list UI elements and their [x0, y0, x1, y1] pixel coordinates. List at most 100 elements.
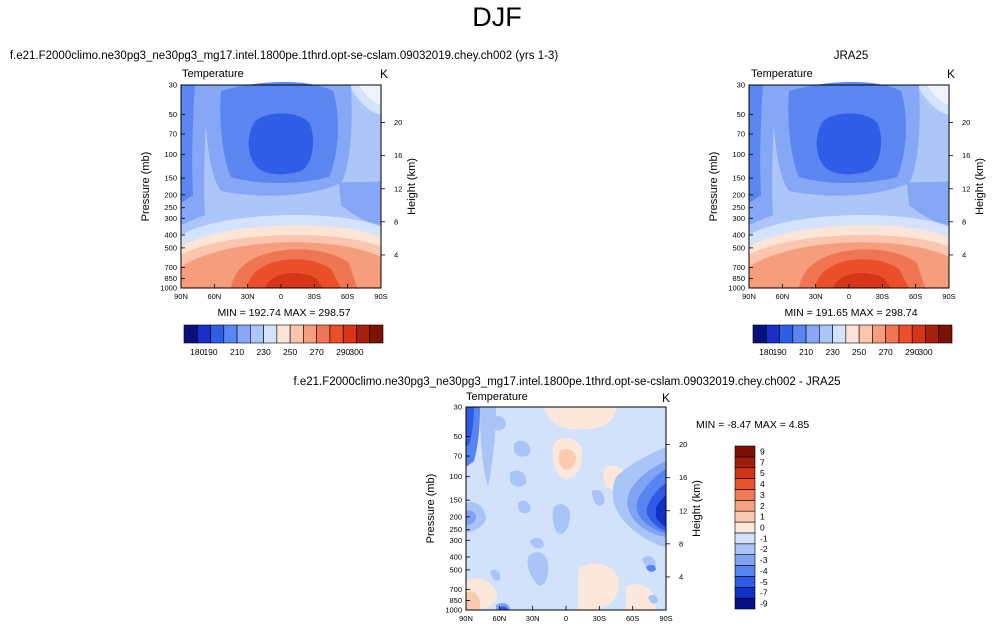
plot-area — [748, 82, 950, 289]
colorbar-swatch — [734, 500, 756, 512]
x-tick-label: 0 — [564, 614, 568, 623]
colorbar-swatch — [885, 324, 900, 344]
panel-units: K — [380, 67, 388, 81]
y-tick-label: 70 — [454, 452, 462, 461]
y-tick-label: 400 — [732, 230, 745, 239]
colorbar-label: 190 — [203, 347, 217, 357]
colorbar-label: 210 — [230, 347, 244, 357]
x-tick-label: 0 — [847, 292, 851, 301]
y-tick-label: 200 — [449, 512, 462, 521]
y-tick-label: 700 — [449, 585, 462, 594]
colorbar-swatch — [925, 324, 940, 344]
y-tick-label: 30 — [169, 81, 177, 90]
y-tick-label: 200 — [164, 190, 177, 199]
x-tick-label: 60S — [909, 292, 922, 301]
colorbar-swatch — [734, 565, 756, 577]
y-right-tick-label: 20 — [679, 440, 687, 449]
y-right-tick-label: 8 — [962, 217, 966, 226]
y-tick-label: 150 — [164, 174, 177, 183]
y-tick-label: 30 — [737, 81, 745, 90]
colorbar-label: 1 — [760, 512, 765, 522]
y-right-tick-label: 16 — [679, 473, 687, 482]
y-tick-label: 400 — [164, 230, 177, 239]
colorbar-swatch — [734, 586, 756, 599]
y-tick-label: 150 — [732, 174, 745, 183]
y-tick-label: 300 — [449, 536, 462, 545]
colorbar-label: 3 — [760, 490, 765, 500]
panel-title: f.e21.F2000climo.ne30pg3_ne30pg3_mg17.in… — [10, 50, 558, 62]
colorbar-label: 290 — [336, 347, 350, 357]
x-tick-label: 30N — [809, 292, 823, 301]
x-tick-label: 90S — [374, 292, 387, 301]
colorbar-swatch — [250, 324, 264, 344]
y-tick-label: 100 — [449, 472, 462, 481]
y-tick-label: 100 — [164, 150, 177, 159]
colorbar-swatch — [734, 510, 756, 523]
y-right-tick-label: 4 — [962, 250, 966, 259]
y-right-tick-label: 12 — [962, 184, 970, 193]
colorbar-label: -3 — [760, 555, 768, 565]
colorbar-swatch — [734, 521, 756, 534]
y-tick-label: 400 — [449, 552, 462, 561]
panel-title: f.e21.F2000climo.ne30pg3_ne30pg3_mg17.in… — [293, 376, 840, 388]
colorbar-swatch — [223, 324, 238, 344]
colorbar-label: -2 — [760, 544, 768, 554]
colorbar-swatch — [369, 324, 384, 344]
x-tick-label: 90S — [659, 614, 672, 623]
colorbar-swatch — [734, 576, 756, 588]
colorbar-swatch — [765, 324, 780, 344]
x-tick-label: 30S — [308, 292, 321, 301]
colorbar-swatch — [734, 543, 756, 555]
colorbar-label: 180 — [190, 347, 204, 357]
colorbar-label: 190 — [772, 347, 786, 357]
colorbar-swatch — [734, 467, 756, 479]
colorbar-swatch — [792, 324, 807, 344]
y-tick-label: 500 — [164, 243, 177, 252]
x-tick-label: 60N — [775, 292, 789, 301]
y-tick-label: 1000 — [160, 284, 177, 293]
y-tick-label: 850 — [732, 274, 745, 283]
colorbar-label: -5 — [760, 577, 768, 587]
colorbar-label: 4 — [760, 479, 765, 489]
y-tick-label: 50 — [737, 110, 745, 119]
colorbar-label: 250 — [283, 347, 297, 357]
colorbar-label: 7 — [760, 457, 765, 467]
colorbar-swatch — [734, 532, 756, 545]
colorbar-swatch — [342, 324, 357, 344]
colorbar-swatch — [819, 324, 833, 344]
panel-units: K — [662, 391, 670, 405]
y-tick-label: 1000 — [728, 284, 745, 293]
y-tick-label: 700 — [164, 263, 177, 272]
y-right-tick-label: 4 — [394, 250, 398, 259]
colorbar-swatch — [734, 456, 756, 469]
colorbar-swatch — [196, 324, 211, 344]
y-right-tick-label: 8 — [394, 217, 398, 226]
y-tick-label: 300 — [164, 214, 177, 223]
y-tick-label: 250 — [164, 203, 177, 212]
colorbar-swatch — [872, 324, 886, 344]
y-tick-label: 150 — [449, 496, 462, 505]
y-tick-label: 850 — [449, 596, 462, 605]
colorbar-swatch — [734, 554, 756, 566]
y-axis-title: Pressure (mb) — [708, 152, 720, 222]
colorbar-swatch — [938, 324, 953, 344]
colorbar-swatch — [276, 324, 291, 344]
x-tick-label: 0 — [279, 292, 283, 301]
y-tick-label: 200 — [732, 190, 745, 199]
y-axis-title: Pressure (mb) — [140, 152, 152, 222]
colorbar-label: 230 — [257, 347, 271, 357]
colorbar-swatch — [734, 489, 756, 501]
colorbar-label: 270 — [879, 347, 893, 357]
colorbar-swatch — [236, 324, 251, 344]
stats-label: MIN = -8.47 MAX = 4.85 — [696, 419, 809, 431]
y-tick-label: 50 — [454, 432, 462, 441]
y-tick-label: 100 — [732, 150, 745, 159]
y-tick-label: 700 — [732, 263, 745, 272]
colorbar-swatch — [805, 324, 820, 344]
x-tick-label: 60S — [341, 292, 354, 301]
y-tick-label: 70 — [737, 130, 745, 139]
colorbar-label: 180 — [759, 347, 773, 357]
colorbar-label: 300 — [918, 347, 932, 357]
colorbar-swatch — [845, 324, 860, 344]
colorbar-label: -7 — [760, 588, 768, 598]
